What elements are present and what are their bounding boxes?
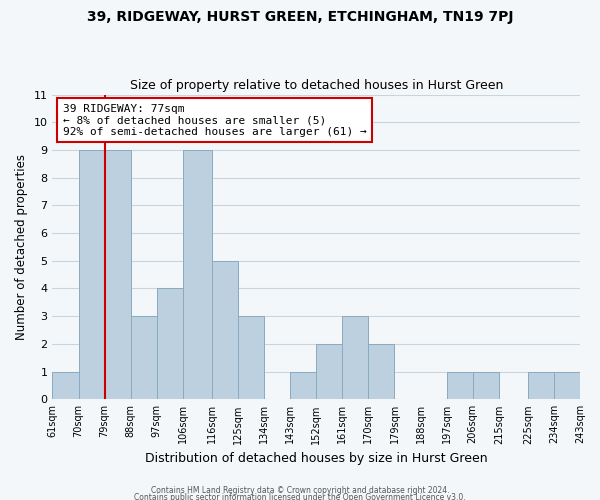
Bar xyxy=(157,288,183,400)
Bar xyxy=(342,316,368,400)
Text: Contains public sector information licensed under the Open Government Licence v3: Contains public sector information licen… xyxy=(134,494,466,500)
Bar xyxy=(554,372,580,400)
Bar xyxy=(79,150,104,400)
Bar xyxy=(316,344,342,400)
Bar xyxy=(212,261,238,400)
Y-axis label: Number of detached properties: Number of detached properties xyxy=(15,154,28,340)
Text: 39 RIDGEWAY: 77sqm
← 8% of detached houses are smaller (5)
92% of semi-detached : 39 RIDGEWAY: 77sqm ← 8% of detached hous… xyxy=(63,104,367,137)
Bar xyxy=(290,372,316,400)
Bar xyxy=(446,372,473,400)
Bar xyxy=(368,344,394,400)
X-axis label: Distribution of detached houses by size in Hurst Green: Distribution of detached houses by size … xyxy=(145,452,488,465)
Bar xyxy=(528,372,554,400)
Bar xyxy=(131,316,157,400)
Title: Size of property relative to detached houses in Hurst Green: Size of property relative to detached ho… xyxy=(130,79,503,92)
Text: Contains HM Land Registry data © Crown copyright and database right 2024.: Contains HM Land Registry data © Crown c… xyxy=(151,486,449,495)
Bar xyxy=(238,316,264,400)
Bar xyxy=(52,372,79,400)
Text: 39, RIDGEWAY, HURST GREEN, ETCHINGHAM, TN19 7PJ: 39, RIDGEWAY, HURST GREEN, ETCHINGHAM, T… xyxy=(87,10,513,24)
Bar xyxy=(104,150,131,400)
Bar xyxy=(473,372,499,400)
Bar xyxy=(183,150,212,400)
